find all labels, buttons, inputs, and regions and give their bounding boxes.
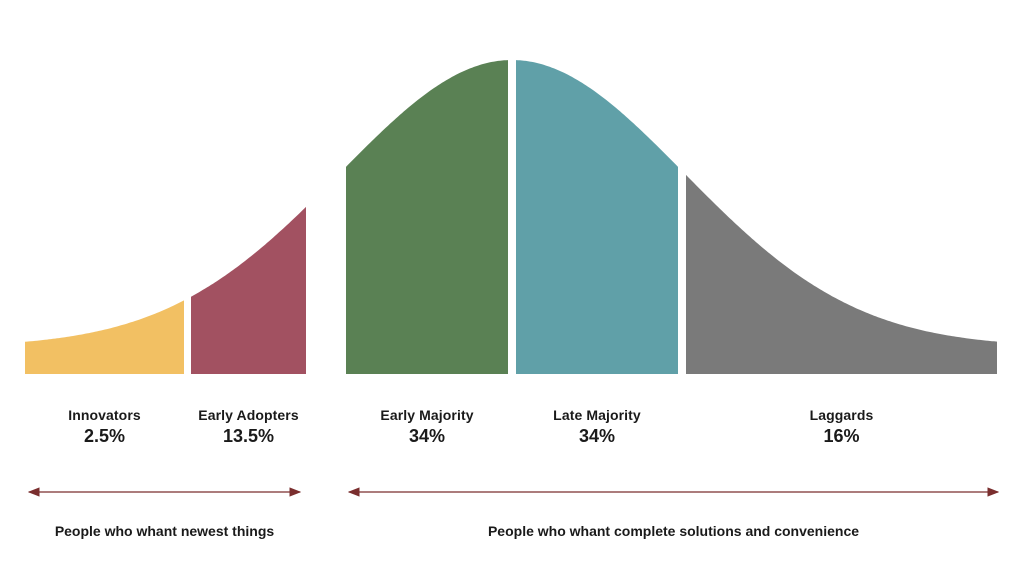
segment-label-laggards: Laggards 16% xyxy=(752,407,932,447)
segment-value: 34% xyxy=(578,426,616,446)
segment-late-majority xyxy=(516,60,678,374)
segment-early-adopters xyxy=(191,206,306,374)
segment-value: 34% xyxy=(408,426,446,446)
segment-label-early-majority: Early Majority 34% xyxy=(337,407,517,447)
segment-early-majority xyxy=(346,60,508,374)
segment-name: Late Majority xyxy=(553,407,641,423)
segment-label-innovators: Innovators 2.5% xyxy=(15,407,195,447)
segment-value: 2.5% xyxy=(83,426,126,446)
segment-value: 13.5% xyxy=(222,426,275,446)
segment-innovators xyxy=(25,300,184,374)
group-caption: People who whant newest things xyxy=(54,523,275,539)
segment-value: 16% xyxy=(823,426,860,446)
group-caption: People who whant complete solutions and … xyxy=(487,523,860,539)
segment-name: Innovators xyxy=(68,407,141,423)
segment-name: Early Majority xyxy=(380,407,474,423)
segment-label-late-majority: Late Majority 34% xyxy=(507,407,687,447)
segment-laggards xyxy=(686,174,997,374)
segment-name: Laggards xyxy=(809,407,874,423)
segment-label-early-adopters: Early Adopters 13.5% xyxy=(159,407,339,447)
segment-name: Early Adopters xyxy=(198,407,299,423)
